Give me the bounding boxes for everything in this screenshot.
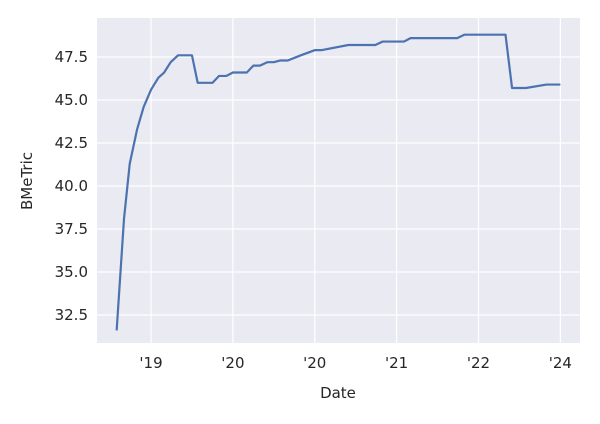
x-tick-label: '22: [467, 354, 490, 372]
plot-area: [97, 18, 580, 343]
data-line: [115, 33, 561, 331]
x-tick-label: '21: [385, 354, 408, 372]
x-tick-label: '24: [549, 354, 572, 372]
y-tick-label: 32.5: [55, 306, 88, 324]
x-tick-label: '20: [221, 354, 244, 372]
y-tick-label: 40.0: [55, 177, 88, 195]
x-axis-label: Date: [320, 384, 356, 402]
y-tick-label: 45.0: [55, 91, 88, 109]
y-tick-label: 42.5: [55, 134, 88, 152]
x-tick-label: '20: [303, 354, 326, 372]
y-tick-label: 37.5: [55, 220, 88, 238]
y-axis-label: BMeTric: [18, 152, 36, 210]
y-tick-label: 35.0: [55, 263, 88, 281]
x-tick-label: '19: [139, 354, 162, 372]
y-tick-label: 47.5: [55, 48, 88, 66]
